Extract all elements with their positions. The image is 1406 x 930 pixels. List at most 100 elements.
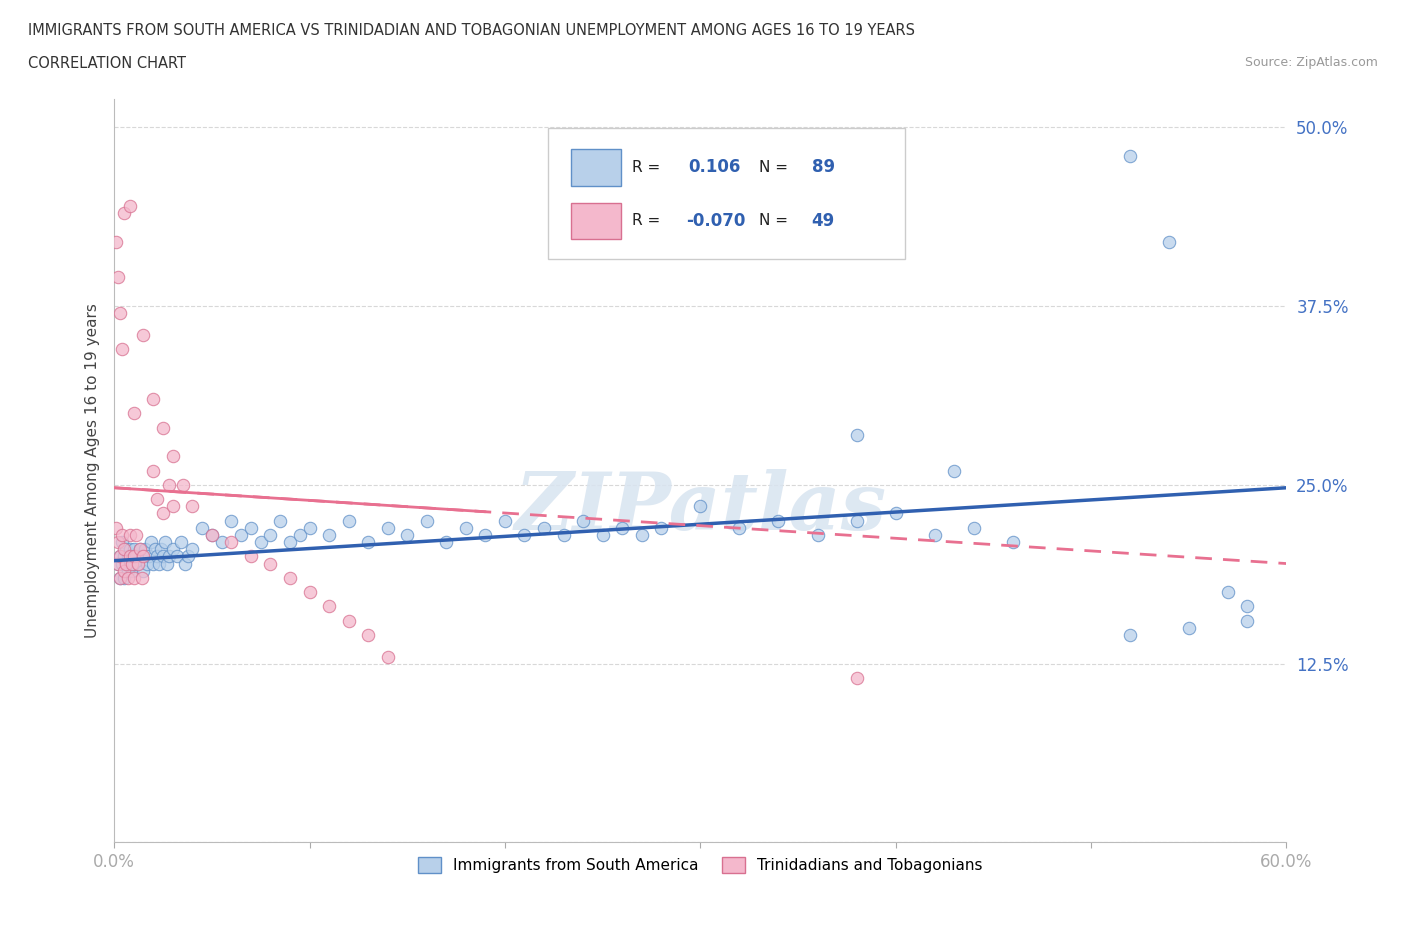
Point xyxy=(111,556,134,571)
Point xyxy=(357,628,380,643)
Point xyxy=(177,549,200,564)
Point xyxy=(454,521,477,536)
Point xyxy=(689,498,711,513)
Point xyxy=(118,198,141,213)
Point xyxy=(132,564,155,578)
Point xyxy=(318,527,340,542)
Point xyxy=(181,542,204,557)
Point xyxy=(122,542,145,557)
Point xyxy=(612,521,634,536)
Point xyxy=(572,513,595,528)
Point xyxy=(181,498,204,513)
Point xyxy=(221,513,243,528)
Point xyxy=(1119,628,1142,643)
Point xyxy=(122,570,145,585)
Point xyxy=(1159,234,1181,249)
Point xyxy=(107,270,129,285)
Point xyxy=(166,549,188,564)
Point xyxy=(239,549,262,564)
Point xyxy=(806,527,828,542)
Point xyxy=(108,549,131,564)
Point xyxy=(963,521,986,536)
Point xyxy=(152,420,174,435)
Point xyxy=(108,570,131,585)
Point xyxy=(142,463,165,478)
Point xyxy=(152,549,174,564)
Point xyxy=(221,535,243,550)
Point xyxy=(728,521,751,536)
Point xyxy=(108,306,131,321)
Point xyxy=(146,492,169,507)
Point xyxy=(115,556,138,571)
Point xyxy=(112,542,135,557)
Point xyxy=(157,477,180,492)
Point xyxy=(156,556,179,571)
Point xyxy=(121,564,143,578)
Point xyxy=(107,556,129,571)
Point xyxy=(278,535,301,550)
Point xyxy=(845,428,868,443)
Point xyxy=(278,570,301,585)
Point xyxy=(1001,535,1024,550)
Point xyxy=(239,521,262,536)
Point xyxy=(924,527,946,542)
Point xyxy=(318,599,340,614)
Point xyxy=(1178,620,1201,635)
Point xyxy=(1216,585,1239,600)
Text: ZIPatlas: ZIPatlas xyxy=(515,469,886,547)
Point xyxy=(115,542,138,557)
Point xyxy=(201,527,224,542)
Point xyxy=(153,535,176,550)
Point xyxy=(118,549,141,564)
Text: Source: ZipAtlas.com: Source: ZipAtlas.com xyxy=(1244,56,1378,69)
Point xyxy=(142,392,165,406)
Point xyxy=(128,542,150,557)
Point xyxy=(111,527,134,542)
Point xyxy=(474,527,496,542)
Point xyxy=(111,535,134,550)
Point xyxy=(107,556,129,571)
Point xyxy=(884,506,907,521)
Point xyxy=(943,463,966,478)
Point xyxy=(108,549,131,564)
Point xyxy=(191,521,214,536)
Point xyxy=(494,513,516,528)
Text: CORRELATION CHART: CORRELATION CHART xyxy=(28,56,186,71)
Point xyxy=(337,513,360,528)
Point xyxy=(118,527,141,542)
Point xyxy=(122,556,145,571)
Point xyxy=(211,535,233,550)
Point xyxy=(112,570,135,585)
Point xyxy=(173,556,195,571)
Point xyxy=(118,556,141,571)
Point xyxy=(128,542,150,557)
Point xyxy=(111,341,134,356)
Point xyxy=(298,521,321,536)
Point xyxy=(269,513,291,528)
Point xyxy=(533,521,555,536)
Point xyxy=(105,521,128,536)
Point xyxy=(134,542,156,557)
Point xyxy=(141,535,163,550)
Point xyxy=(115,556,138,571)
Point xyxy=(112,549,135,564)
Point xyxy=(122,405,145,420)
Point xyxy=(108,570,131,585)
Point xyxy=(142,556,165,571)
Point xyxy=(172,477,194,492)
Point xyxy=(357,535,380,550)
Point xyxy=(592,527,614,542)
Point xyxy=(125,527,148,542)
Point xyxy=(132,327,155,342)
Point xyxy=(105,234,128,249)
Point xyxy=(396,527,419,542)
FancyBboxPatch shape xyxy=(548,128,905,259)
Text: R =: R = xyxy=(633,213,661,228)
Point xyxy=(1236,599,1258,614)
Point xyxy=(148,556,170,571)
Text: IMMIGRANTS FROM SOUTH AMERICA VS TRINIDADIAN AND TOBAGONIAN UNEMPLOYMENT AMONG A: IMMIGRANTS FROM SOUTH AMERICA VS TRINIDA… xyxy=(28,23,915,38)
Point xyxy=(132,549,155,564)
Point xyxy=(127,556,149,571)
Point xyxy=(377,521,399,536)
Point xyxy=(112,206,135,220)
